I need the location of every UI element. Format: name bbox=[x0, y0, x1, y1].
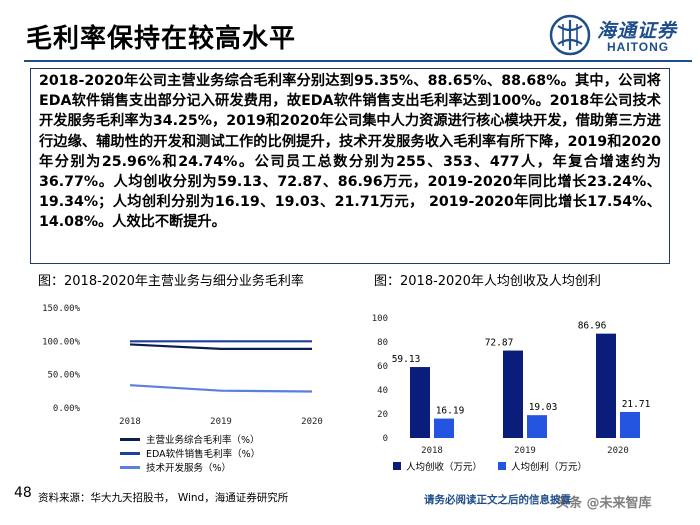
bar-1-2020 bbox=[596, 333, 616, 438]
bar-2-2019 bbox=[527, 415, 547, 438]
disclaimer-text: 请务必阅读正文之后的信息披露 bbox=[424, 494, 571, 506]
bar-value-label: 59.13 bbox=[392, 354, 421, 365]
bar-1-2019 bbox=[503, 350, 523, 438]
y-tick-label: 0 bbox=[383, 434, 388, 444]
title-rule bbox=[24, 60, 692, 62]
y-tick-label: 0.00% bbox=[53, 404, 81, 414]
haitong-logo-icon bbox=[549, 14, 591, 56]
slide-title: 毛利率保持在较高水平 bbox=[26, 24, 297, 54]
legend-swatch bbox=[498, 462, 507, 470]
page-number: 48 bbox=[14, 485, 32, 501]
x-tick-label: 2019 bbox=[514, 446, 536, 456]
logo-en-text: HAITONG bbox=[607, 40, 670, 54]
margin-line-chart: 150.00% 100.00% 50.00% 0.00% 2018 2019 2020 bbox=[42, 304, 323, 427]
watermark: 头条 @未来智库 bbox=[556, 496, 652, 511]
bar-value-label: 21.71 bbox=[622, 399, 651, 410]
y-tick-label: 80 bbox=[377, 338, 388, 348]
bar-chart-legend: 人均创收（万元） 人均创利（万元） bbox=[393, 459, 603, 473]
legend-label: 人均创利（万元） bbox=[511, 462, 588, 473]
x-tick-label: 2020 bbox=[301, 417, 323, 427]
legend-label: 技术开发服务（%） bbox=[146, 463, 232, 474]
x-tick-label: 2018 bbox=[119, 417, 141, 427]
legend-swatch bbox=[120, 465, 140, 469]
y-tick-label: 100 bbox=[372, 314, 388, 324]
legend-item-1: 人均创收（万元） bbox=[393, 459, 482, 473]
source-note: 资料来源：华大九天招股书， Wind，海通证券研究所 bbox=[38, 492, 289, 504]
per-capita-bar-chart: 100 80 60 40 20 0 2018 2019 2020 59.13 72.87 86.96 1… bbox=[372, 314, 651, 456]
company-logo: 海通证券 HAITONG bbox=[549, 14, 689, 58]
bar-value-label: 86.96 bbox=[578, 321, 607, 332]
legend-label: 主营业务综合毛利率（%） bbox=[146, 435, 260, 446]
y-tick-label: 150.00% bbox=[42, 304, 81, 314]
bar-1-2018 bbox=[410, 367, 430, 438]
bar-value-label: 16.19 bbox=[436, 406, 465, 417]
line-series-1 bbox=[129, 343, 313, 351]
legend-swatch bbox=[393, 462, 401, 470]
legend-swatch bbox=[120, 451, 140, 455]
x-tick-label: 2019 bbox=[210, 417, 232, 427]
summary-box: 2018-2020年公司主营业务综合毛利率分别达到95.35%、88.65%、8… bbox=[30, 68, 670, 264]
x-tick-label: 2018 bbox=[421, 446, 443, 456]
legend-item-2: 人均创利（万元） bbox=[498, 459, 587, 473]
bar-value-label: 19.03 bbox=[529, 402, 558, 413]
legend-label: EDA软件销售毛利率（%） bbox=[146, 449, 261, 460]
legend-item-3: 技术开发服务（%） bbox=[120, 460, 260, 474]
bar-value-label: 72.87 bbox=[485, 338, 514, 349]
legend-swatch bbox=[120, 437, 140, 441]
y-tick-label: 40 bbox=[377, 386, 388, 396]
right-chart-caption: 图：2018-2020年人均创收及人均创利 bbox=[374, 274, 601, 289]
bar-2-2018 bbox=[434, 418, 454, 438]
y-tick-label: 20 bbox=[377, 410, 388, 420]
bar-2-2020 bbox=[620, 411, 640, 438]
y-tick-label: 60 bbox=[377, 362, 388, 372]
legend-item-1: 主营业务综合毛利率（%） bbox=[120, 432, 260, 446]
line-chart-legend: 主营业务综合毛利率（%） EDA软件销售毛利率（%） 技术开发服务（%） bbox=[120, 432, 260, 474]
logo-cn-text: 海通证券 bbox=[597, 20, 678, 42]
legend-label: 人均创收（万元） bbox=[406, 462, 483, 473]
left-chart-caption: 图：2018-2020年主营业务与细分业务毛利率 bbox=[38, 274, 304, 289]
y-tick-label: 100.00% bbox=[42, 337, 81, 347]
summary-text: 2018-2020年公司主营业务综合毛利率分别达到95.35%、88.65%、8… bbox=[39, 73, 661, 231]
x-tick-label: 2020 bbox=[607, 446, 629, 456]
line-series-3 bbox=[129, 384, 313, 393]
y-tick-label: 50.00% bbox=[47, 371, 80, 381]
legend-item-2: EDA软件销售毛利率（%） bbox=[120, 446, 260, 460]
